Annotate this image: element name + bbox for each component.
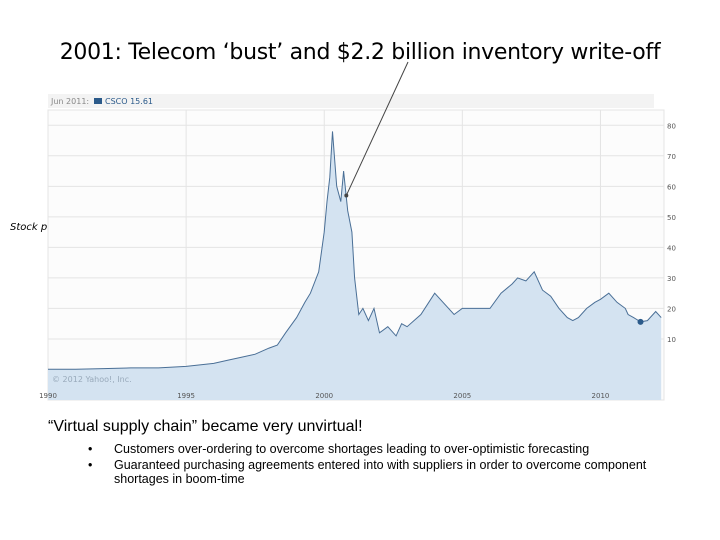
stock-chart: Jun 2011: CSCO 15.61 © 2012 Yahoo!, Inc.… [39,61,676,401]
bullet-item: • Guaranteed purchasing agreements entere… [88,458,688,486]
y-tick-label: 60 [667,183,676,191]
y-tick-label: 70 [667,153,676,161]
chart-header: Jun 2011: CSCO 15.61 [48,94,654,108]
bullet-dot: • [88,442,93,456]
chart-header-bar [48,94,654,108]
bullet-item: • Customers over-ordering to overcome sho… [88,442,688,456]
x-tick-label: 2000 [315,392,333,400]
y-axis: 10 20 30 40 50 60 70 80 [667,122,676,344]
watermark: © 2012 Yahoo!, Inc. [52,375,132,384]
y-tick-label: 50 [667,214,676,222]
x-tick-label: 1995 [177,392,195,400]
price-area [48,131,662,400]
y-tick-label: 10 [667,336,676,344]
bullet-list: • Customers over-ordering to overcome sho… [88,442,688,488]
x-tick-label: 2010 [592,392,610,400]
y-tick-label: 30 [667,275,676,283]
bullet-text: Customers over-ordering to overcome shor… [114,442,590,456]
series-swatch-icon [94,98,102,104]
x-tick-label: 2005 [453,392,471,400]
current-price-marker[interactable] [637,318,644,325]
y-tick-label: 20 [667,305,676,313]
x-axis: 1990 1995 2000 2005 2010 [39,392,609,400]
callout-dot [344,193,349,198]
y-axis-title: Stock price [10,222,66,233]
slide-title: 2001: Telecom ‘bust’ and $2.2 billion in… [59,40,661,65]
x-tick-label: 1990 [39,392,57,400]
slide-subtitle: “Virtual supply chain” became very unvir… [48,418,363,435]
callout-line [345,61,409,196]
price-line [48,131,662,370]
header-date: Jun 2011: [50,97,89,106]
bullet-dot: • [88,458,93,472]
y-tick-label: 80 [667,122,676,130]
y-tick-label: 40 [667,244,676,252]
header-series: CSCO 15.61 [105,97,153,106]
bullet-text: Guaranteed purchasing agreements entered… [114,458,647,486]
